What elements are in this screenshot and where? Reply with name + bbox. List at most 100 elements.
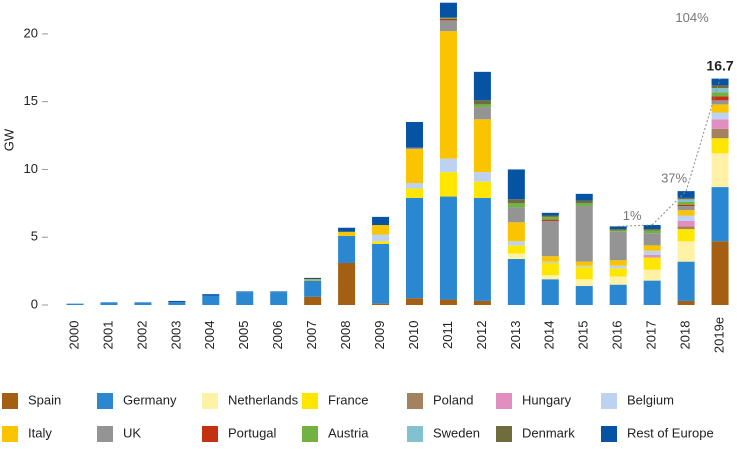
- bar-segment: [541, 220, 559, 257]
- bar-segment: [372, 216, 390, 226]
- bar-segment: [643, 230, 661, 234]
- y-tick-label: 15: [24, 93, 38, 108]
- bar-segment: [304, 279, 322, 281]
- bar-segment: [473, 100, 491, 105]
- bar-segment: [711, 78, 729, 86]
- bar-segment: [643, 254, 661, 258]
- bar-segment: [643, 250, 661, 255]
- bar-segment: [575, 279, 593, 287]
- bar-segment: [711, 85, 729, 89]
- bar-segment: [439, 196, 457, 300]
- bar-segment: [677, 229, 695, 242]
- bar-segment: [66, 303, 84, 305]
- legend-label: Portugal: [228, 425, 277, 440]
- bar-segment: [711, 128, 729, 139]
- bar-segment: [372, 244, 390, 304]
- bar-segment: [439, 2, 457, 18]
- bar-segment: [541, 216, 559, 220]
- bar-segment: [711, 153, 729, 188]
- bar-segment: [609, 260, 627, 266]
- legend-label: Germany: [123, 392, 177, 407]
- bar-segment: [439, 172, 457, 197]
- bar-segment: [406, 122, 423, 148]
- legend-label: UK: [123, 425, 141, 440]
- bar-segment: [541, 219, 559, 221]
- x-tick-label: 2004: [202, 321, 217, 350]
- bar-segment: [575, 265, 593, 268]
- total-label: 16.7: [706, 57, 733, 73]
- x-tick-label: 2017: [644, 321, 659, 350]
- bar-segment: [304, 296, 322, 305]
- bar-segment: [304, 277, 322, 280]
- bar-segment: [609, 268, 627, 277]
- bar-segment: [236, 292, 254, 305]
- bar-segment: [677, 241, 695, 262]
- bar-segment: [609, 265, 627, 269]
- bar-segment: [372, 234, 390, 242]
- x-tick-label: 2008: [338, 321, 353, 350]
- bar-segment: [711, 96, 729, 101]
- bar-segment: [270, 291, 288, 293]
- bar-segment: [677, 191, 695, 198]
- y-tick-label: 20: [24, 25, 38, 40]
- bar-segment: [507, 241, 525, 246]
- bar-segment: [575, 286, 593, 305]
- bar-segment: [643, 233, 661, 246]
- bar-segment: [473, 172, 491, 182]
- bar-segment: [609, 226, 627, 230]
- bar-segment: [304, 280, 322, 297]
- legend-label: Austria: [328, 425, 369, 440]
- x-tick-label: 2015: [576, 321, 591, 350]
- bar-segment: [643, 245, 661, 251]
- bar-segment: [609, 231, 627, 261]
- bar-segment: [711, 112, 729, 120]
- bar-segment: [406, 298, 423, 305]
- legend-swatch: [407, 393, 423, 409]
- x-tick-label: 2007: [304, 321, 319, 350]
- bar-segment: [541, 215, 559, 217]
- x-tick-label: 2001: [100, 321, 115, 350]
- bar-segment: [677, 215, 695, 221]
- y-tick-label: 10: [24, 161, 38, 176]
- bar-segment: [372, 225, 390, 235]
- bar-segment: [711, 138, 729, 154]
- y-tick-label: 5: [31, 229, 38, 244]
- legend-label: Sweden: [433, 425, 480, 440]
- legend-swatch: [601, 426, 617, 442]
- bar-segment: [541, 261, 559, 263]
- bar-segment: [643, 280, 661, 305]
- bar-segment: [541, 279, 559, 305]
- bar-segment: [100, 302, 118, 305]
- bar-segment: [541, 212, 559, 216]
- x-tick-label: 2014: [542, 321, 557, 350]
- bar-segment: [507, 203, 525, 208]
- bar-segment: [236, 291, 254, 293]
- bar-segment: [168, 300, 186, 303]
- bar-segment: [406, 183, 423, 189]
- bar-segment: [406, 147, 423, 150]
- bar-segment: [406, 188, 423, 198]
- x-tick-label: 2019e: [711, 317, 726, 353]
- legend-swatch: [2, 393, 18, 409]
- growth-connector: [685, 78, 721, 192]
- bar-segment: [439, 18, 457, 21]
- bar-segment: [711, 92, 729, 97]
- legend-swatch: [302, 393, 318, 409]
- x-tick-label: 2010: [406, 321, 421, 350]
- bar-segment: [643, 257, 661, 270]
- bar-segment: [473, 197, 491, 301]
- bar-segment: [575, 261, 593, 266]
- bar-segment: [677, 204, 695, 207]
- x-tick-label: 2009: [372, 321, 387, 350]
- bar-segment: [575, 200, 593, 204]
- growth-label: 37%: [661, 171, 687, 186]
- bar-segment: [711, 104, 729, 113]
- bar-segment: [643, 225, 661, 230]
- x-tick-label: 2006: [270, 321, 285, 350]
- legend-label: Hungary: [522, 392, 572, 407]
- bar-segment: [677, 226, 695, 230]
- bar-segment: [575, 206, 593, 262]
- y-axis-label: GW: [1, 128, 16, 151]
- legend-swatch: [407, 426, 423, 442]
